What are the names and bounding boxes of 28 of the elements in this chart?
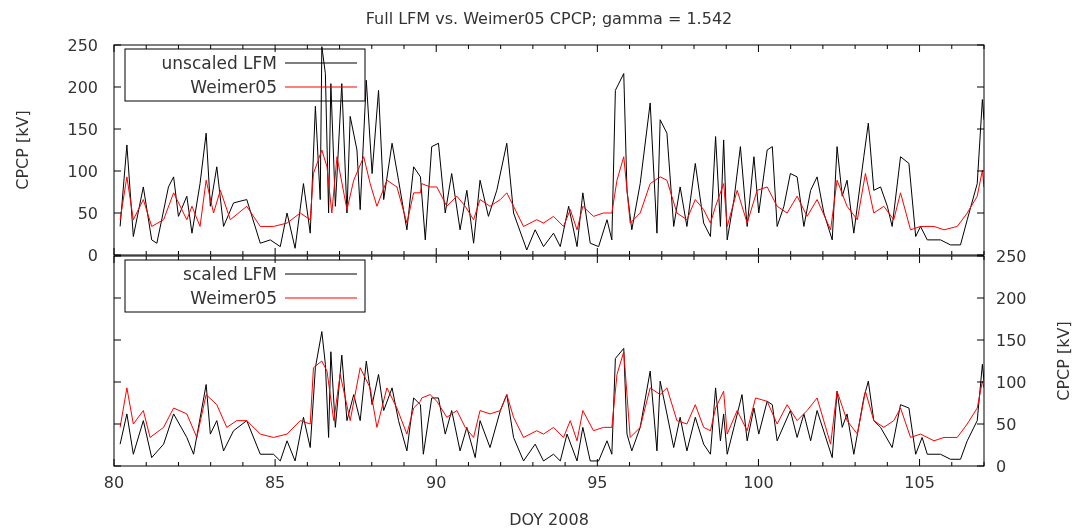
x-tick-label: 85 [264, 473, 286, 492]
x-axis-title: DOY 2008 [509, 510, 589, 529]
y2-tick-label: 0 [996, 456, 1007, 476]
y-tick-label: 0 [87, 245, 98, 265]
y-axis-title: CPCP [kV] [13, 110, 32, 190]
line-series [119, 149, 984, 231]
y2-tick-label: 50 [996, 414, 1017, 434]
legend-label: Weimer05 [190, 76, 277, 97]
y2-tick-label: 200 [996, 288, 1027, 308]
x-tick-label: 80 [103, 473, 125, 492]
legend-label: unscaled LFM [161, 52, 277, 73]
y-tick-label: 50 [77, 203, 98, 223]
x-tick-label: 95 [587, 473, 608, 492]
y-tick-label: 150 [67, 119, 98, 139]
y-tick-label: 100 [67, 161, 98, 181]
y2-tick-label: 250 [996, 246, 1027, 266]
line-series [119, 351, 984, 445]
legend-label: Weimer05 [190, 287, 277, 308]
x-tick-label: 90 [426, 473, 447, 492]
y-tick-label: 200 [67, 77, 98, 97]
y2-tick-label: 150 [996, 330, 1027, 350]
y2-axis-title: CPCP [kV] [1054, 321, 1073, 401]
chart-title: Full LFM vs. Weimer05 CPCP; gamma = 1.542 [365, 9, 733, 28]
x-tick-label: 100 [743, 473, 774, 492]
y-tick-label: 250 [67, 35, 98, 55]
legend-label: scaled LFM [183, 263, 277, 284]
x-tick-label: 105 [904, 473, 935, 492]
y2-tick-label: 100 [996, 372, 1027, 392]
